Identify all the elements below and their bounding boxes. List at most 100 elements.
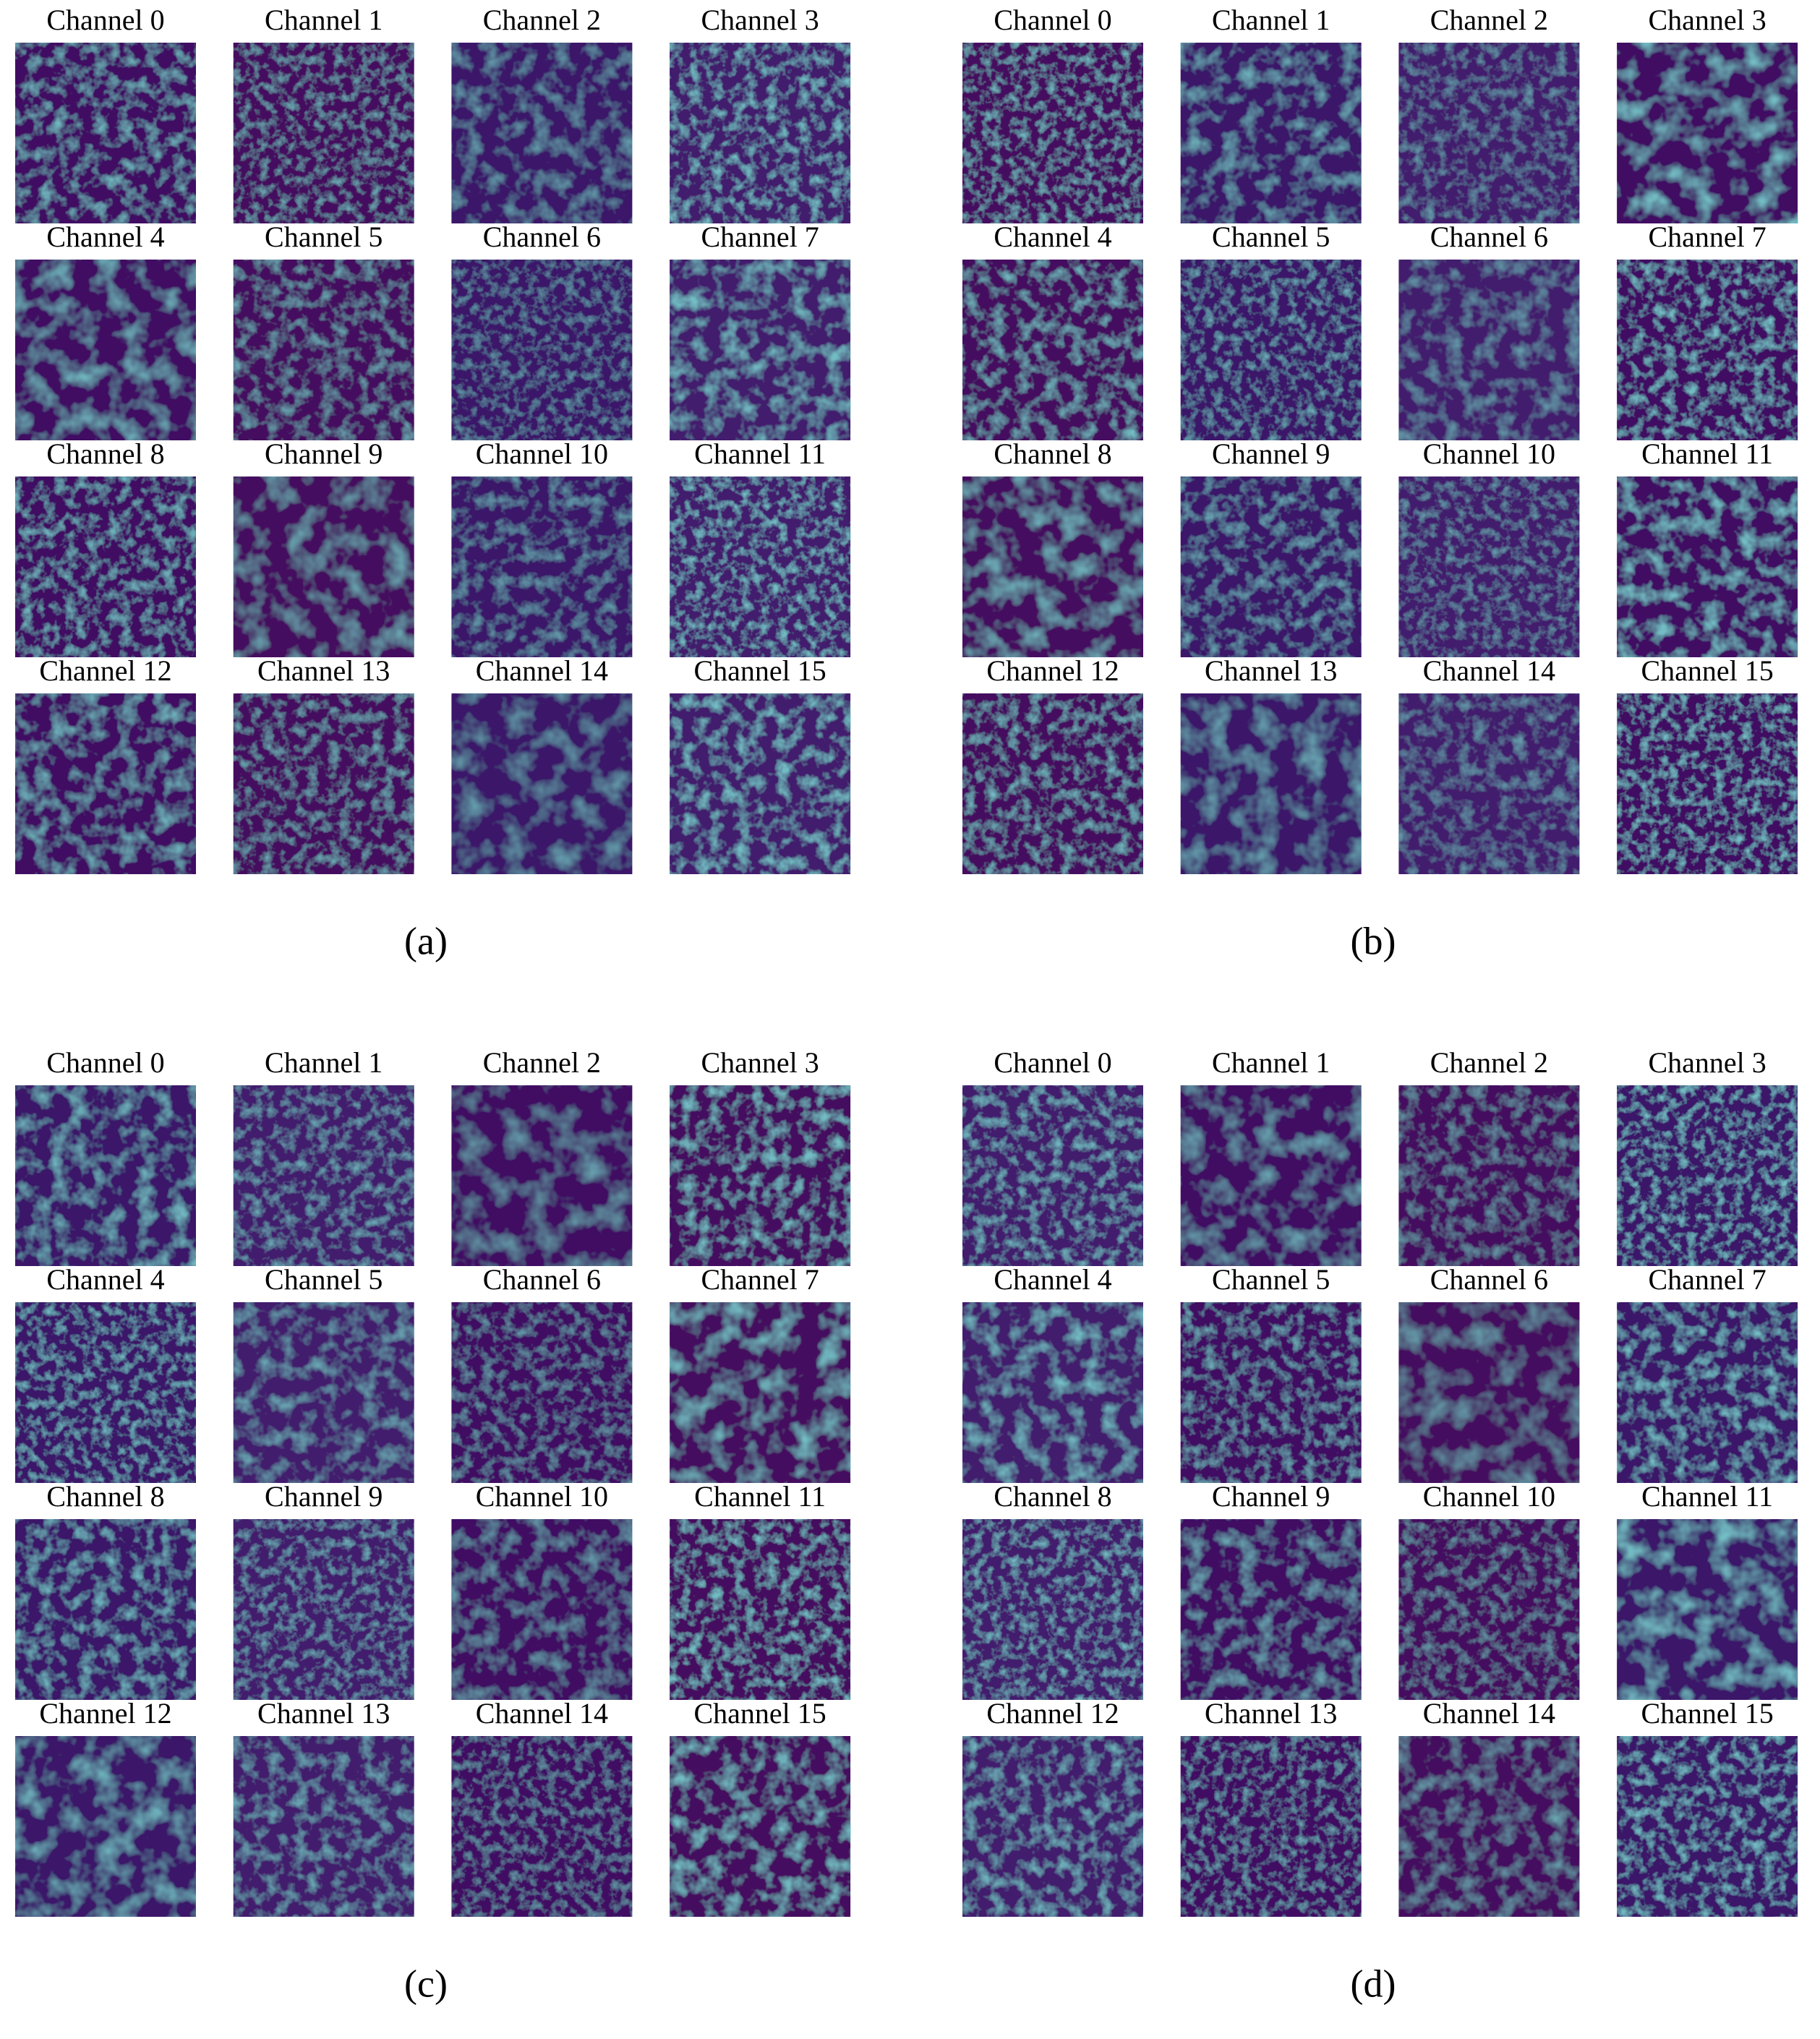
channel-title: Channel 5 — [265, 221, 383, 253]
feature-map — [1398, 1519, 1580, 1700]
feature-map — [1398, 43, 1580, 223]
channel-title: Channel 14 — [1423, 654, 1555, 687]
channel-title: Channel 2 — [1430, 4, 1548, 36]
feature-map — [962, 43, 1143, 223]
feature-map — [1180, 476, 1362, 657]
feature-map — [1398, 1302, 1580, 1483]
feature-map — [670, 1085, 851, 1266]
feature-map — [233, 1519, 414, 1700]
feature-map — [962, 1519, 1143, 1700]
channel-title: Channel 2 — [483, 4, 601, 36]
channel-title: Channel 8 — [46, 1480, 164, 1513]
feature-map — [962, 1085, 1143, 1266]
feature-map — [15, 260, 196, 440]
channel-title: Channel 7 — [1648, 221, 1766, 253]
feature-map — [233, 260, 414, 440]
feature-map — [670, 476, 851, 657]
feature-map — [451, 1085, 633, 1266]
feature-map — [962, 1736, 1143, 1917]
panel-label: (d) — [1351, 1962, 1396, 2005]
feature-map — [962, 693, 1143, 874]
channel-title: Channel 1 — [265, 1046, 383, 1079]
channel-title: Channel 15 — [1641, 1697, 1773, 1730]
channel-title: Channel 0 — [46, 4, 164, 36]
channel-title: Channel 2 — [483, 1046, 601, 1079]
feature-map — [1617, 43, 1798, 223]
feature-map — [15, 476, 196, 657]
channel-title: Channel 3 — [1648, 4, 1766, 36]
feature-map — [1398, 693, 1580, 874]
channel-title: Channel 2 — [1430, 1046, 1548, 1079]
channel-title: Channel 5 — [1212, 221, 1330, 253]
channel-title: Channel 9 — [1212, 437, 1330, 470]
feature-map — [1617, 1085, 1798, 1266]
channel-title: Channel 13 — [257, 1697, 390, 1730]
feature-map — [962, 260, 1143, 440]
channel-title: Channel 13 — [1205, 654, 1337, 687]
feature-map — [233, 1085, 414, 1266]
channel-title: Channel 9 — [1212, 1480, 1330, 1513]
feature-map — [233, 43, 414, 223]
channel-title: Channel 4 — [46, 1263, 164, 1296]
feature-map — [1180, 693, 1362, 874]
feature-map — [1180, 1302, 1362, 1483]
channel-title: Channel 12 — [39, 1697, 171, 1730]
channel-title: Channel 10 — [476, 437, 608, 470]
feature-map — [15, 1736, 196, 1917]
channel-title: Channel 1 — [1212, 4, 1330, 36]
channel-title: Channel 11 — [1641, 437, 1773, 470]
feature-map — [1617, 693, 1798, 874]
panel-label: (b) — [1351, 919, 1396, 962]
channel-title: Channel 6 — [483, 221, 601, 253]
feature-map — [1617, 1736, 1798, 1917]
channel-title: Channel 7 — [701, 1263, 819, 1296]
feature-map — [233, 476, 414, 657]
feature-map — [451, 43, 633, 223]
feature-map — [451, 1519, 633, 1700]
channel-title: Channel 14 — [1423, 1697, 1555, 1730]
feature-map — [1180, 43, 1362, 223]
channel-title: Channel 8 — [994, 1480, 1111, 1513]
feature-map — [451, 476, 633, 657]
feature-map — [1180, 260, 1362, 440]
channel-title: Channel 11 — [1641, 1480, 1773, 1513]
channel-title: Channel 0 — [994, 1046, 1111, 1079]
feature-map — [962, 476, 1143, 657]
feature-map — [233, 1302, 414, 1483]
channel-title: Channel 5 — [1212, 1263, 1330, 1296]
channel-title: Channel 11 — [694, 1480, 826, 1513]
feature-map — [233, 693, 414, 874]
feature-map — [1398, 260, 1580, 440]
channel-title: Channel 7 — [701, 221, 819, 253]
channel-title: Channel 10 — [476, 1480, 608, 1513]
feature-map — [233, 1736, 414, 1917]
feature-map — [670, 260, 851, 440]
feature-map — [1617, 260, 1798, 440]
channel-title: Channel 1 — [1212, 1046, 1330, 1079]
feature-map — [1617, 1519, 1798, 1700]
channel-title: Channel 6 — [483, 1263, 601, 1296]
channel-title: Channel 11 — [694, 437, 826, 470]
channel-title: Channel 7 — [1648, 1263, 1766, 1296]
panel-label: (c) — [404, 1962, 448, 2005]
feature-map — [1617, 1302, 1798, 1483]
channel-title: Channel 4 — [994, 1263, 1111, 1296]
channel-title: Channel 13 — [1205, 1697, 1337, 1730]
feature-map — [670, 1302, 851, 1483]
channel-title: Channel 15 — [1641, 654, 1773, 687]
channel-title: Channel 9 — [265, 1480, 383, 1513]
feature-map — [15, 1519, 196, 1700]
feature-map — [962, 1302, 1143, 1483]
feature-map — [1180, 1736, 1362, 1917]
channel-title: Channel 12 — [986, 654, 1119, 687]
channel-title: Channel 6 — [1430, 1263, 1548, 1296]
feature-map — [670, 43, 851, 223]
feature-map — [1398, 1085, 1580, 1266]
channel-title: Channel 3 — [701, 1046, 819, 1079]
channel-title: Channel 8 — [46, 437, 164, 470]
feature-map — [15, 1085, 196, 1266]
channel-title: Channel 10 — [1423, 437, 1555, 470]
channel-title: Channel 9 — [265, 437, 383, 470]
feature-map — [670, 1519, 851, 1700]
